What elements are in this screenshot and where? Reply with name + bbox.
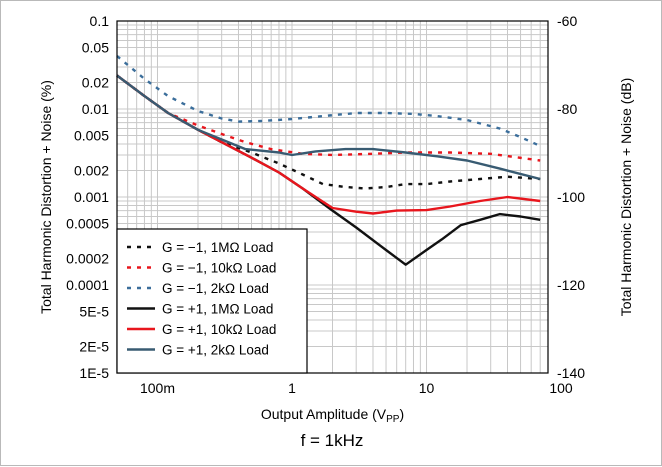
left-axis-ticks: 0.1 0.05 0.02 0.01 0.005 0.002 0.001 0.0005 0.00… [66, 13, 109, 381]
frequency-caption: f = 1kHz [300, 431, 364, 450]
y-tick-label: 0.001 [74, 189, 109, 205]
x-tick-label: 100m [140, 380, 175, 396]
y-axis-label-left: Total Harmonic Distortion + Noise (%) [38, 80, 54, 314]
y-tick-label: 0.02 [82, 75, 109, 91]
x-tick-label: 10 [419, 380, 435, 396]
series-line-6 [116, 74, 541, 181]
x-axis-label-text: Output Amplitude (V [261, 406, 387, 422]
x-tick-label: 100 [549, 380, 573, 396]
legend-label: G = +1, 1MΩ Load [162, 302, 273, 317]
y-axis-label-right: Total Harmonic Distortion + Noise (dB) [618, 78, 634, 316]
bottom-axis-ticks: 100m 1 10 100 [140, 380, 573, 396]
y-tick-label: 0.05 [82, 39, 109, 55]
legend-label: G = +1, 2kΩ Load [162, 343, 269, 358]
y-tick-label: 0.002 [74, 163, 109, 179]
legend-label: G = −1, 2kΩ Load [162, 281, 269, 296]
y-tick-label: 0.1 [90, 13, 110, 29]
y-tick-label: 5E-5 [79, 303, 109, 319]
y-right-tick-label: -140 [557, 365, 585, 381]
y-right-tick-label: -120 [557, 277, 585, 293]
y-right-tick-label: -100 [557, 189, 585, 205]
y-right-tick-label: -80 [557, 101, 577, 117]
x-axis-label: Output Amplitude (VPP) [261, 406, 404, 425]
legend-label: G = +1, 10kΩ Load [162, 322, 276, 337]
right-axis-ticks: -60 -80 -100 -120 -140 [557, 13, 585, 381]
plot-border [116, 20, 549, 374]
series-layer [116, 55, 541, 266]
y-tick-label: 0.01 [82, 101, 109, 117]
legend-label: G = −1, 10kΩ Load [162, 261, 276, 276]
y-right-tick-label: -60 [557, 13, 577, 29]
x-axis-label-subscript: PP [386, 414, 400, 425]
series-line-1 [116, 74, 541, 190]
y-tick-label: 0.0001 [66, 277, 109, 293]
x-tick-label: 1 [288, 380, 296, 396]
legend: G = −1, 1MΩ Load G = −1, 10kΩ Load G = −1,… [116, 228, 308, 374]
y-tick-label: 1E-5 [79, 365, 109, 381]
y-tick-label: 2E-5 [79, 339, 109, 355]
legend-label: G = −1, 1MΩ Load [162, 240, 273, 255]
y-tick-label: 0.0002 [66, 251, 109, 267]
x-axis-label-end: ) [399, 406, 404, 422]
series-line-3 [116, 55, 541, 148]
y-tick-label: 0.005 [74, 127, 109, 143]
y-tick-label: 0.0005 [66, 215, 109, 231]
